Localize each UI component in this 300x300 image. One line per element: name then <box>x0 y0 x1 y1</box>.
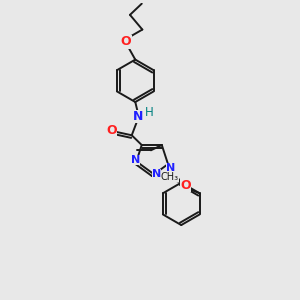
Text: N: N <box>166 163 176 172</box>
Text: N: N <box>152 169 161 179</box>
Text: N: N <box>133 110 143 123</box>
Text: H: H <box>145 106 154 119</box>
Text: O: O <box>121 35 131 48</box>
Text: CH₃: CH₃ <box>161 172 179 182</box>
Text: N: N <box>131 155 140 165</box>
Text: O: O <box>181 179 191 192</box>
Text: O: O <box>107 124 117 137</box>
